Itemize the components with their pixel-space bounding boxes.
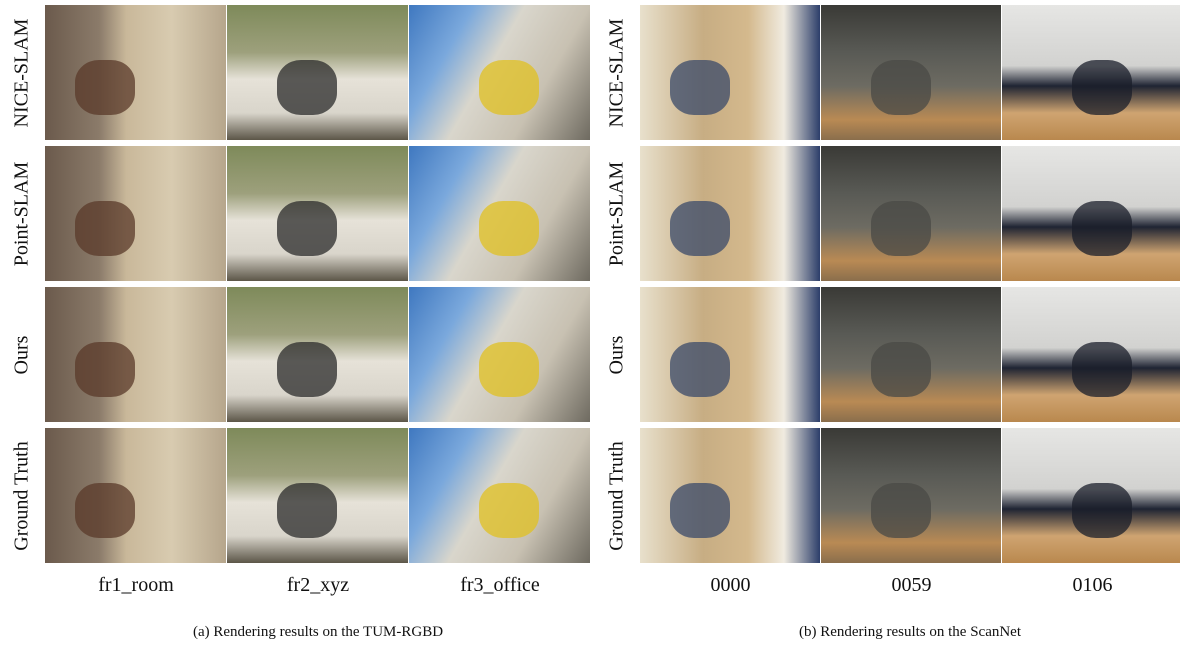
rendered-image bbox=[1002, 428, 1180, 563]
image-content bbox=[670, 342, 730, 397]
image-content bbox=[75, 483, 135, 538]
image-content bbox=[871, 201, 931, 256]
image-content bbox=[75, 201, 135, 256]
image-content bbox=[277, 483, 337, 538]
rendered-image bbox=[821, 287, 1001, 422]
image-content bbox=[871, 342, 931, 397]
column-label: fr2_xyz bbox=[287, 574, 349, 597]
image-content bbox=[479, 60, 539, 115]
rendered-image bbox=[227, 146, 408, 281]
rendered-image bbox=[640, 287, 820, 422]
caption: (a) Rendering results on the TUM-RGBD bbox=[193, 624, 443, 641]
figure: NICE-SLAM Point-SLAM Ours Ground Truth fr1_r… bbox=[0, 0, 1180, 646]
rendered-image bbox=[640, 5, 820, 140]
rendered-image bbox=[45, 146, 226, 281]
column-label: fr1_room bbox=[98, 574, 174, 597]
row-label: Point-SLAM bbox=[11, 161, 34, 265]
rendered-image bbox=[821, 428, 1001, 563]
rendered-image bbox=[1002, 146, 1180, 281]
rendered-image bbox=[45, 428, 226, 563]
image-content bbox=[871, 483, 931, 538]
rendered-image bbox=[821, 146, 1001, 281]
image-content bbox=[479, 483, 539, 538]
column-label: 0059 bbox=[892, 574, 932, 597]
row-label: Ours bbox=[606, 335, 629, 374]
rendered-image bbox=[409, 428, 590, 563]
image-content bbox=[670, 60, 730, 115]
image-content bbox=[1072, 60, 1132, 115]
rendered-image bbox=[640, 428, 820, 563]
image-content bbox=[670, 483, 730, 538]
column-label: fr3_office bbox=[460, 574, 540, 597]
image-content bbox=[277, 342, 337, 397]
rendered-image bbox=[821, 5, 1001, 140]
image-content bbox=[479, 342, 539, 397]
image-content bbox=[1072, 483, 1132, 538]
row-label: NICE-SLAM bbox=[606, 18, 629, 127]
image-content bbox=[670, 201, 730, 256]
row-label: Ground Truth bbox=[606, 441, 629, 550]
column-label: 0000 bbox=[711, 574, 751, 597]
rendered-image bbox=[409, 5, 590, 140]
image-content bbox=[277, 60, 337, 115]
image-content bbox=[871, 60, 931, 115]
rendered-image bbox=[227, 5, 408, 140]
rendered-image bbox=[640, 146, 820, 281]
rendered-image bbox=[409, 146, 590, 281]
image-content bbox=[1072, 201, 1132, 256]
row-label: Ours bbox=[11, 335, 34, 374]
rendered-image bbox=[409, 287, 590, 422]
rendered-image bbox=[227, 287, 408, 422]
image-content bbox=[479, 201, 539, 256]
column-label: 0106 bbox=[1073, 574, 1113, 597]
image-content bbox=[75, 342, 135, 397]
rendered-image bbox=[45, 5, 226, 140]
row-label: Ground Truth bbox=[11, 441, 34, 550]
image-content bbox=[75, 60, 135, 115]
rendered-image bbox=[227, 428, 408, 563]
image-content bbox=[1072, 342, 1132, 397]
row-label: NICE-SLAM bbox=[11, 18, 34, 127]
rendered-image bbox=[1002, 287, 1180, 422]
rendered-image bbox=[45, 287, 226, 422]
row-label: Point-SLAM bbox=[606, 161, 629, 265]
image-content bbox=[277, 201, 337, 256]
rendered-image bbox=[1002, 5, 1180, 140]
caption: (b) Rendering results on the ScanNet bbox=[799, 624, 1021, 641]
